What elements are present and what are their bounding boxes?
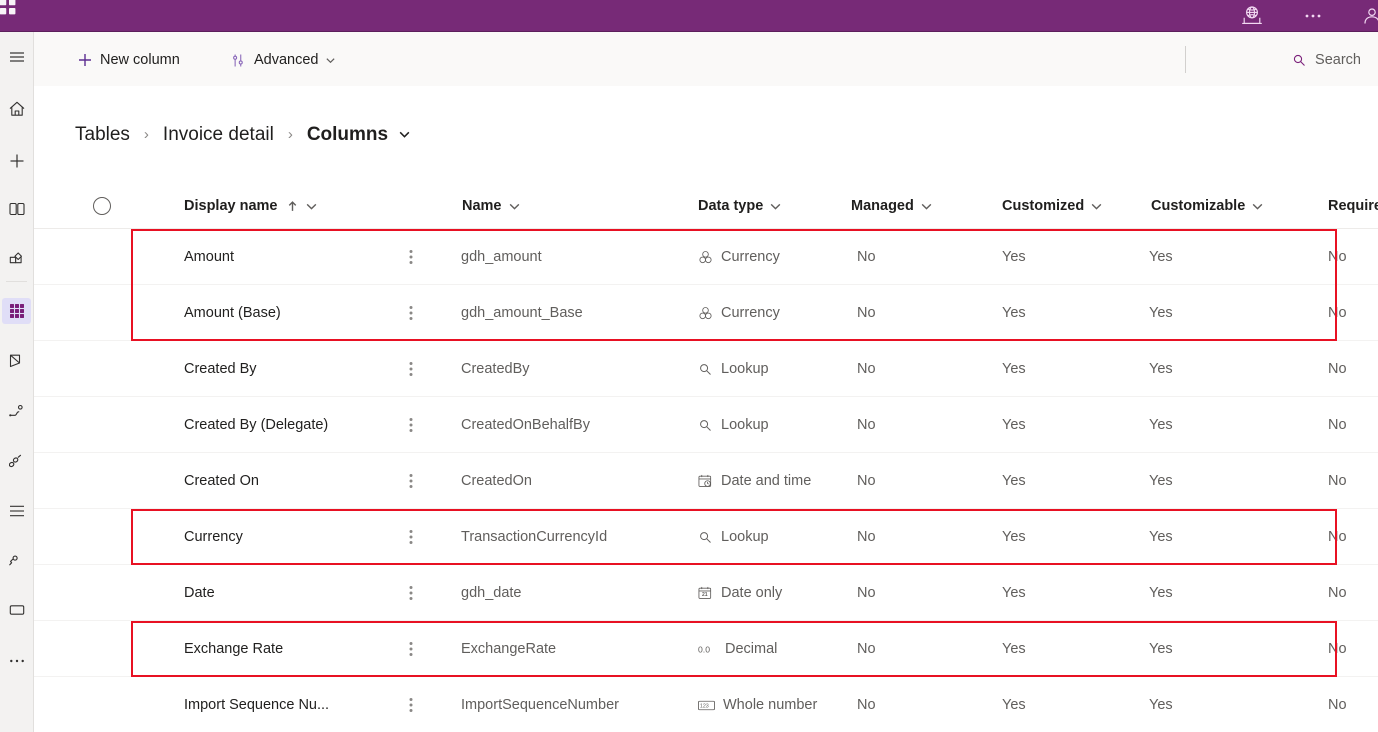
svg-text:0.0: 0.0 (698, 644, 710, 654)
svg-text:123: 123 (700, 703, 709, 709)
svg-text:21: 21 (702, 592, 708, 598)
